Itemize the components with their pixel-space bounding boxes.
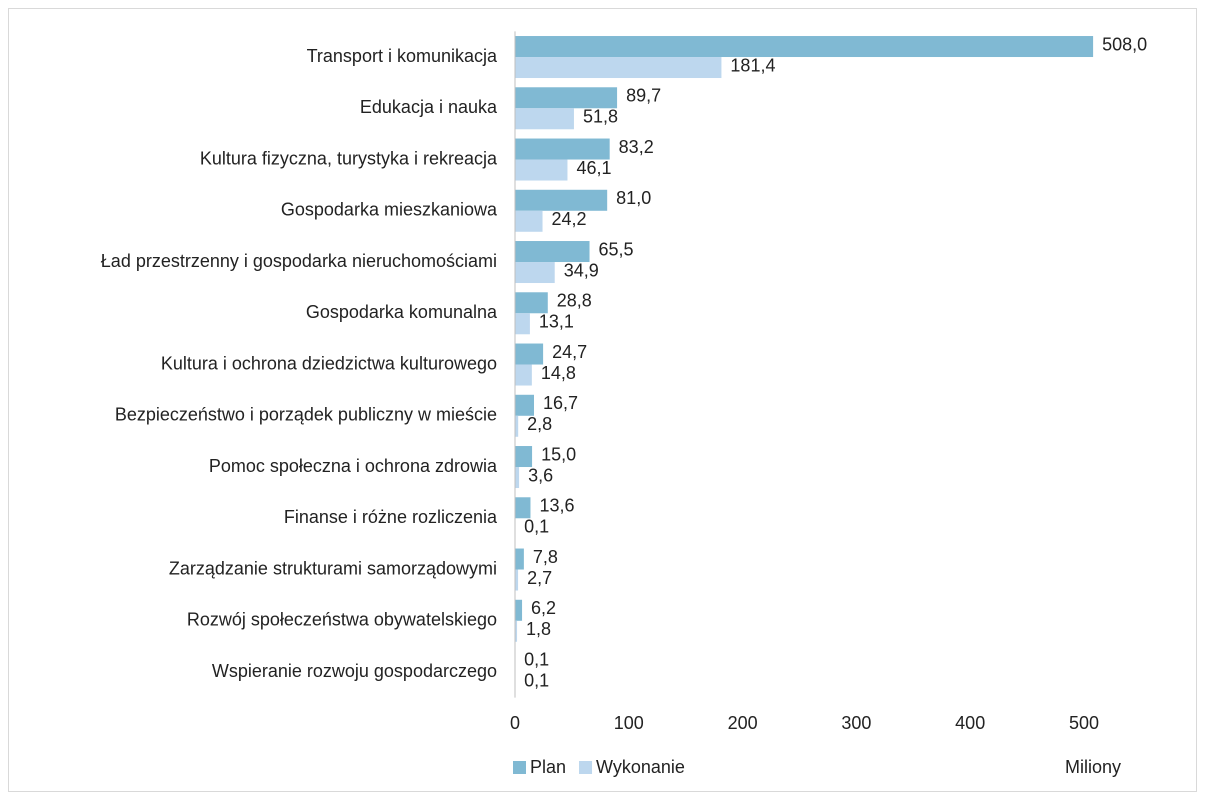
bar	[515, 549, 524, 570]
x-tick-label: 200	[728, 713, 758, 733]
y-tick-label: Gospodarka mieszkaniowa	[281, 200, 498, 220]
data-label: 51,8	[583, 107, 618, 127]
legend-label: Plan	[530, 757, 566, 777]
bar	[515, 160, 567, 181]
data-label: 2,7	[527, 568, 552, 588]
bar	[515, 139, 610, 160]
data-label: 81,0	[616, 188, 651, 208]
y-tick-label: Bezpieczeństwo i porządek publiczny w mi…	[115, 405, 497, 425]
y-tick-label: Transport i komunikacja	[307, 46, 498, 66]
bar	[515, 87, 617, 108]
y-tick-label: Gospodarka komunalna	[306, 302, 498, 322]
bar	[515, 292, 548, 313]
data-label: 46,1	[576, 158, 611, 178]
data-label: 0,1	[524, 649, 549, 669]
y-tick-label: Kultura i ochrona dziedzictwa kulturoweg…	[161, 353, 497, 373]
data-label: 15,0	[541, 444, 576, 464]
bar	[515, 57, 721, 78]
bar	[515, 241, 590, 262]
data-label: 0,1	[524, 670, 549, 690]
data-label: 13,6	[539, 496, 574, 516]
data-label: 28,8	[557, 291, 592, 311]
y-tick-label: Wspieranie rozwoju gospodarczego	[212, 661, 497, 681]
bar	[515, 36, 1093, 57]
bar	[515, 313, 530, 334]
bar	[515, 395, 534, 416]
bar	[515, 190, 607, 211]
x-tick-label: 400	[955, 713, 985, 733]
data-label: 89,7	[626, 86, 661, 106]
bar	[515, 467, 519, 488]
legend-swatch	[579, 761, 592, 774]
y-tick-label: Kultura fizyczna, turystyka i rekreacja	[200, 148, 498, 168]
x-tick-label: 0	[510, 713, 520, 733]
data-label: 24,2	[552, 209, 587, 229]
y-tick-label: Edukacja i nauka	[360, 97, 498, 117]
legend-swatch	[513, 761, 526, 774]
bar	[515, 446, 532, 467]
data-label: 1,8	[526, 619, 551, 639]
data-label: 14,8	[541, 363, 576, 383]
y-tick-label: Ład przestrzenny i gospodarka nieruchomo…	[101, 251, 497, 271]
data-label: 3,6	[528, 465, 553, 485]
data-label: 34,9	[564, 260, 599, 280]
bar	[515, 600, 522, 621]
bar	[515, 262, 555, 283]
y-tick-label: Pomoc społeczna i ochrona zdrowia	[209, 456, 498, 476]
bar	[515, 211, 543, 232]
bar	[515, 108, 574, 129]
x-tick-label: 500	[1069, 713, 1099, 733]
data-label: 181,4	[730, 55, 775, 75]
x-tick-label: 300	[841, 713, 871, 733]
data-label: 2,8	[527, 414, 552, 434]
data-label: 24,7	[552, 342, 587, 362]
x-axis-unit: Miliony	[1065, 757, 1121, 777]
bar	[515, 344, 543, 365]
data-label: 6,2	[531, 598, 556, 618]
data-label: 13,1	[539, 312, 574, 332]
bar	[515, 365, 532, 386]
legend-label: Wykonanie	[596, 757, 685, 777]
data-label: 16,7	[543, 393, 578, 413]
data-label: 7,8	[533, 547, 558, 567]
y-tick-label: Zarządzanie strukturami samorządowymi	[169, 558, 497, 578]
data-label: 65,5	[599, 239, 634, 259]
y-tick-label: Finanse i różne rozliczenia	[284, 507, 498, 527]
data-label: 508,0	[1102, 34, 1147, 54]
bar	[515, 497, 530, 518]
data-label: 83,2	[619, 137, 654, 157]
x-tick-label: 100	[614, 713, 644, 733]
data-label: 0,1	[524, 517, 549, 537]
y-tick-label: Rozwój społeczeństwa obywatelskiego	[187, 610, 497, 630]
